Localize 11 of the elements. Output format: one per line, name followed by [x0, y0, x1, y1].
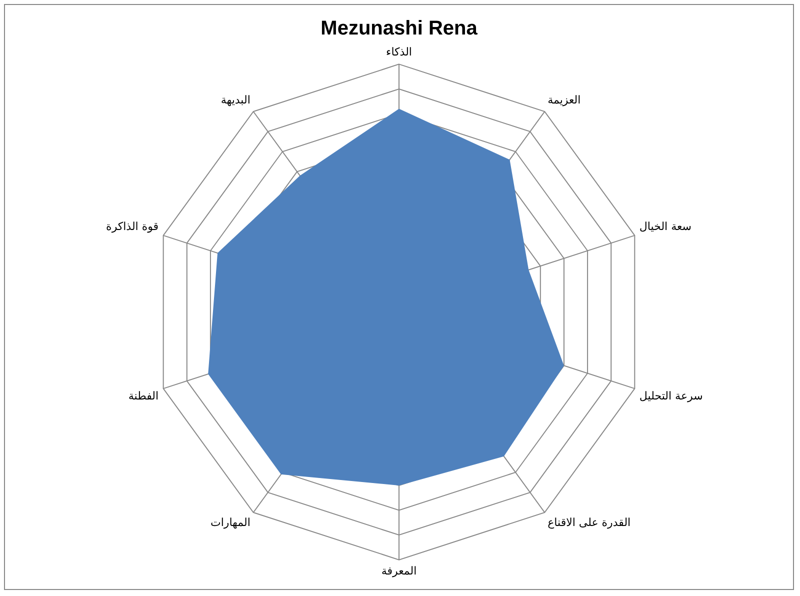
- spoke-label: البديهة: [220, 94, 250, 107]
- spoke-label: المعرفة: [381, 564, 417, 578]
- spoke-label: قوة الذاكرة: [106, 220, 159, 234]
- chart-title: Mezunashi Rena: [320, 18, 478, 40]
- spoke-label: سعة الخيال: [639, 220, 692, 234]
- spoke-label: الذكاء: [386, 45, 412, 58]
- spoke-label: العزيمة: [548, 94, 581, 107]
- spoke-label: سرعة التحليل: [639, 390, 703, 403]
- spoke-label: المهارات: [210, 516, 250, 529]
- spoke-label: الفطنة: [128, 390, 159, 403]
- spoke-label: القدرة على الاقناع: [548, 516, 631, 529]
